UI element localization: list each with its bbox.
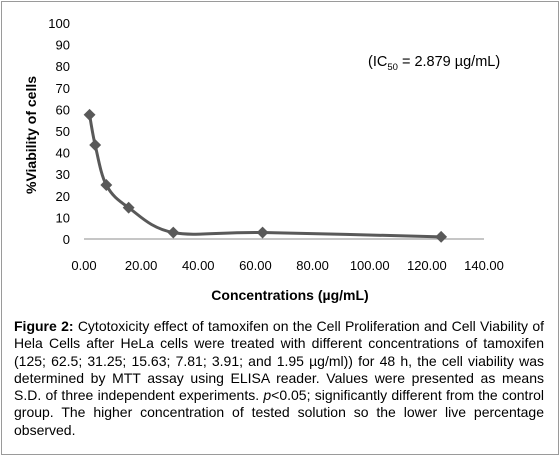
y-tick-labels: 0 10 20 30 40 50 60 70 80 90 100	[48, 16, 70, 247]
y-tick-label: 100	[48, 16, 70, 31]
caption-text-1: Cytotoxicity effect of tamoxifen on the …	[14, 318, 544, 404]
ic50-annotation: (IC50 = 2.879 µg/mL)	[368, 54, 500, 73]
data-point-marker	[256, 226, 269, 239]
x-tick-label: 0.00	[71, 258, 96, 273]
data-point-marker	[83, 108, 96, 121]
y-tick-label: 20	[56, 189, 70, 204]
figure-label: Figure 2:	[14, 318, 74, 334]
y-tick-label: 0	[63, 232, 70, 247]
ic50-subscript: 50	[387, 62, 398, 73]
x-axis-title: Concentrations (µg/mL)	[211, 287, 368, 303]
y-tick-label: 70	[56, 81, 70, 96]
data-point-marker	[100, 179, 113, 191]
data-point-marker	[89, 139, 102, 151]
x-tick-label: 120.00	[407, 258, 447, 273]
y-tick-label: 80	[56, 59, 70, 74]
x-tick-label: 100.00	[350, 258, 390, 273]
caption-text-2: <0.05; significantly different from the …	[14, 387, 544, 438]
series-line	[88, 113, 443, 239]
y-axis-title: %Viability of cells	[23, 76, 39, 194]
x-tick-label: 140.00	[464, 258, 504, 273]
y-tick-label: 30	[56, 167, 70, 182]
x-tick-labels: 0.00 20.00 40.00 60.00 80.00 100.00 120.00 140.…	[71, 258, 504, 273]
ic50-prefix: (IC	[368, 54, 387, 70]
y-tick-label: 90	[56, 38, 70, 53]
x-tick-label: 80.00	[296, 258, 329, 273]
y-tick-label: 10	[56, 210, 70, 225]
figure-caption: Figure 2: Cytotoxicity effect of tamoxif…	[14, 318, 544, 439]
y-tick-label: 40	[56, 146, 70, 161]
data-point-marker	[167, 226, 180, 239]
data-point-marker	[435, 230, 448, 243]
y-tick-label: 50	[56, 124, 70, 139]
x-tick-label: 20.00	[125, 258, 158, 273]
y-tick-label: 60	[56, 102, 70, 117]
data-markers	[83, 108, 448, 243]
chart: 0 10 20 30 40 50 60 70 80 90 100 0.00 20.00 40.00 60.…	[23, 16, 504, 303]
x-tick-label: 60.00	[239, 258, 272, 273]
caption-p-value: p	[263, 387, 272, 404]
ic50-suffix: = 2.879 µg/mL)	[398, 54, 500, 70]
x-tick-label: 40.00	[182, 258, 215, 273]
